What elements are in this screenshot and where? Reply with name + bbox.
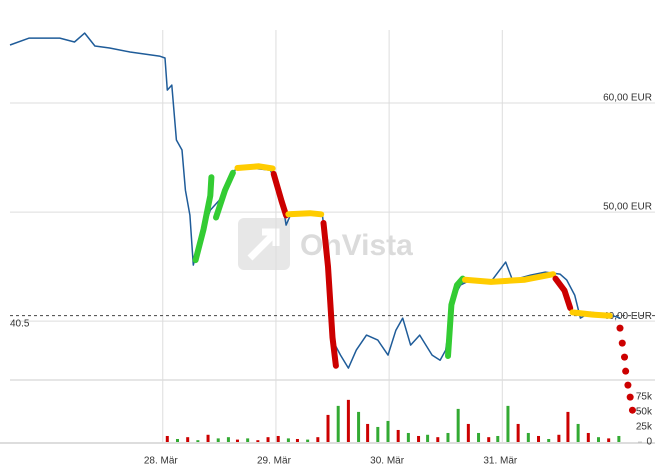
volume-bar [235,439,239,442]
trend-segment [234,163,276,172]
volume-tick-label: 0 [646,437,652,448]
projection-dot [621,353,629,361]
volume-tick-label: 25k [636,422,653,433]
watermark-logo [238,218,290,270]
volume-bar [216,438,220,442]
x-tick-label: 31. Mär [483,456,518,467]
volume-bar [206,434,210,442]
reference-label: 40.5 [10,318,30,329]
volume-bar [436,437,440,442]
y-tick-label: 60,00 EUR [603,93,652,104]
volume-bar [376,426,380,442]
volume-bar [487,437,491,442]
volume-bar [276,435,280,442]
volume-bar [566,411,570,442]
volume-bar [586,432,590,442]
projection-dot [626,393,634,401]
volume-bar [196,440,200,442]
volume-bar [426,434,430,442]
volume-bar [456,408,460,442]
volume-bar [186,437,190,442]
volume-bar [607,438,611,442]
projection-dot [624,381,632,389]
volume-bar [357,411,361,442]
trend-segment [462,271,557,285]
y-tick-label: 50,00 EUR [603,202,652,213]
volume-bar [366,423,370,442]
volume-bar [246,438,250,442]
volume-bar [295,438,299,442]
trend-segment [270,170,290,219]
trend-segment [285,210,325,218]
x-tick-label: 29. Mär [257,456,292,467]
volume-bar [516,423,520,442]
volume-bar [346,399,350,442]
projection-dot [616,324,624,332]
volume-bar [256,440,260,442]
volume-bar [596,437,600,442]
x-tick-label: 30. Mär [370,456,405,467]
volume-bar [417,435,421,442]
volume-bar [326,414,330,442]
watermark: OnVista [238,218,413,270]
volume-bar [386,420,390,442]
volume-bar [506,405,510,442]
volume-bar [466,423,470,442]
projection-dot [628,406,636,414]
x-tick-label: 28. Mär [144,456,179,467]
trend-segment [320,220,339,369]
volume-bar [537,435,541,442]
trend-segment [445,275,466,359]
trend-segment [569,309,613,319]
volume-bar [496,435,500,442]
trend-segment [213,169,236,221]
volume-bar [547,438,551,442]
volume-bar [266,437,270,442]
trend-segment [552,275,574,311]
trend-segment [192,174,215,264]
volume-bar [336,405,340,442]
volume-bar [165,435,169,442]
watermark-text: OnVista [300,229,413,262]
projection-dot [618,339,626,347]
volume-bar [557,434,561,442]
volume-bar [406,432,410,442]
price-line [9,32,621,369]
volume-bar [226,437,230,442]
volume-bar [316,437,320,442]
projection-dot [622,367,630,375]
volume-bar [477,432,481,442]
volume-bar [286,438,290,442]
volume-bar [617,435,621,442]
volume-tick-label: 50k [636,407,653,418]
volume-bar [446,432,450,442]
volume-bar [396,429,400,442]
volume-bar [576,423,580,442]
y-tick-label: 40,00 EUR [603,311,652,322]
volume-bar [175,438,179,442]
volume-bar [306,439,310,442]
volume-tick-label: 75k [636,391,653,402]
volume-bar [526,432,530,442]
